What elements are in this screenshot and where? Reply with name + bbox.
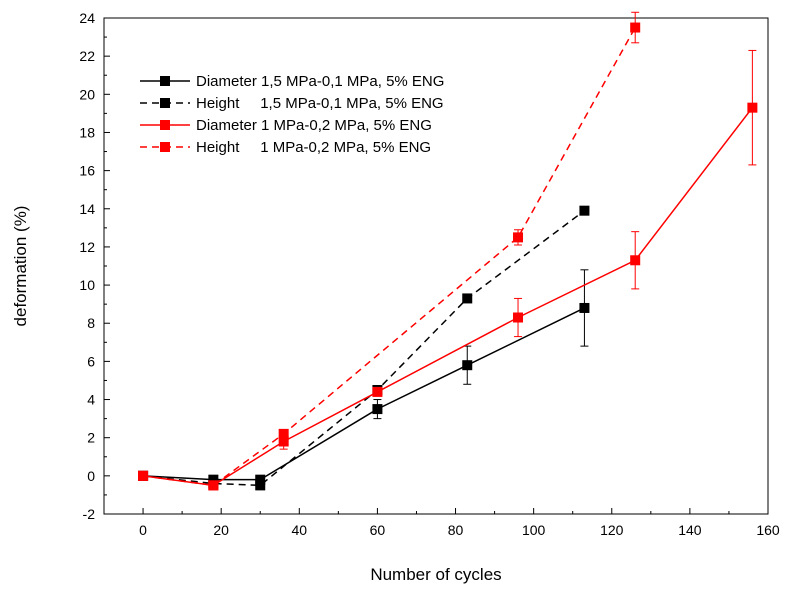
y-tick-label: 10 — [79, 277, 95, 293]
y-tick-label: 20 — [79, 86, 95, 102]
y-tick-label: 14 — [79, 201, 95, 217]
legend-item: Diameter 1,5 MPa-0,1 MPa, 5% ENG — [140, 73, 444, 90]
x-tick-label: 60 — [370, 522, 386, 538]
data-point — [138, 470, 149, 481]
series-layer — [138, 11, 758, 491]
legend-item: Height 1 MPa-0,2 MPa, 5% ENG — [140, 139, 431, 156]
y-tick-label: 12 — [79, 239, 95, 255]
x-tick-label: 20 — [213, 522, 229, 538]
x-tick-label: 100 — [522, 522, 546, 538]
x-axis-label: Number of cycles — [370, 565, 501, 584]
y-tick-label: 16 — [79, 163, 95, 179]
data-point — [255, 480, 266, 491]
series-diameter-1-5-mpa-0-1-mpa-5-eng — [138, 269, 590, 485]
legend-item: Height 1,5 MPa-0,1 MPa, 5% ENG — [140, 95, 444, 112]
data-point — [208, 480, 219, 491]
x-tick-label: 160 — [756, 522, 780, 538]
data-point — [372, 386, 383, 397]
data-point — [579, 302, 590, 313]
x-tick-label: 140 — [678, 522, 702, 538]
x-axis-ticks: 0 20 40 60 80 100 120 140 160 — [103, 508, 780, 538]
data-point — [462, 360, 473, 371]
legend-marker — [160, 120, 170, 130]
legend-label: Height 1 MPa-0,2 MPa, 5% ENG — [196, 139, 431, 156]
data-point — [462, 293, 473, 304]
x-tick-label: 0 — [139, 522, 147, 538]
data-point — [579, 205, 590, 216]
data-point — [630, 255, 641, 266]
y-tick-label: 2 — [87, 430, 95, 446]
y-tick-label: 8 — [87, 315, 95, 331]
series-line — [143, 307, 585, 481]
legend-item: Diameter 1 MPa-0,2 MPa, 5% ENG — [140, 117, 432, 134]
legend-label: Diameter 1 MPa-0,2 MPa, 5% ENG — [196, 117, 432, 134]
data-point — [372, 404, 383, 415]
y-tick-label: 6 — [87, 353, 95, 369]
series-height-1-mpa-0-2-mpa-5-eng — [138, 11, 641, 491]
series-line — [142, 210, 585, 487]
x-tick-label: 80 — [448, 522, 464, 538]
y-tick-label: 0 — [87, 468, 95, 484]
legend-marker — [160, 76, 170, 86]
y-tick-label: 18 — [79, 124, 95, 140]
x-tick-label: 40 — [292, 522, 308, 538]
legend: Diameter 1,5 MPa-0,1 MPa, 5% ENG Height 1… — [140, 73, 444, 156]
data-point — [747, 102, 758, 113]
y-tick-label: 22 — [79, 48, 95, 64]
legend-marker — [160, 98, 170, 108]
data-point — [513, 232, 524, 243]
data-point — [630, 22, 641, 33]
y-tick-label: -2 — [83, 506, 96, 522]
plot-frame — [103, 17, 769, 515]
data-point — [513, 312, 524, 323]
data-point — [278, 428, 289, 439]
legend-marker — [160, 142, 170, 152]
y-axis-label: deformation (%) — [11, 206, 30, 327]
y-tick-label: 24 — [79, 10, 95, 26]
legend-label: Height 1,5 MPa-0,1 MPa, 5% ENG — [196, 95, 444, 112]
data-point — [255, 474, 266, 485]
legend-label: Diameter 1,5 MPa-0,1 MPa, 5% ENG — [196, 73, 444, 90]
data-point — [278, 436, 289, 447]
series-height-1-5-mpa-0-1-mpa-5-eng — [138, 205, 590, 491]
x-tick-label: 120 — [600, 522, 624, 538]
y-tick-label: 4 — [87, 392, 95, 408]
